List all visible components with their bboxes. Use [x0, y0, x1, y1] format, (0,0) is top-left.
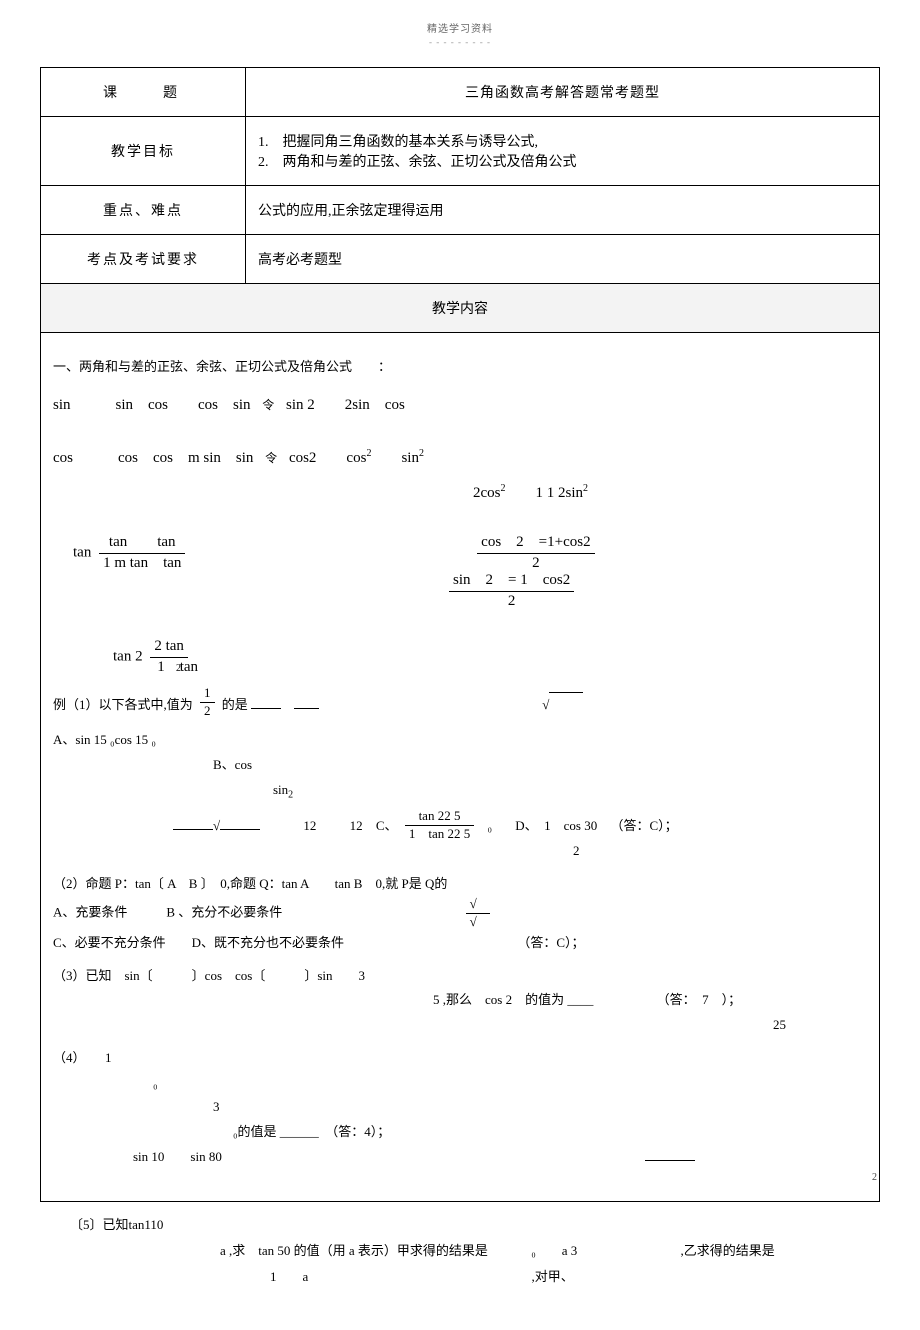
section-title: 一、两角和与差的正弦、余弦、正切公式及倍角公式 ： — [53, 355, 867, 378]
example-5-line2: a ,求 tan 50 的值（用 a 表示）甲求得的结果是 ₀ a 3 ,乙求得… — [70, 1238, 860, 1264]
topic-label: 课 题 — [41, 68, 246, 117]
cos-double: cos2 cos2 sin2 — [289, 450, 424, 466]
sin-double: sin 2 2sin cos — [286, 397, 405, 413]
answer-3: （答： 7 ）； — [657, 988, 742, 1013]
content-header: 教学内容 — [41, 284, 880, 333]
exam-text: 高考必考题型 — [246, 235, 880, 284]
tan-fraction: tan tan 1 m tan tan — [99, 533, 185, 573]
row-content-body: 一、两角和与差的正弦、余弦、正切公式及倍角公式 ： sin sin cos co… — [41, 333, 880, 1202]
row-difficulty: 重点、难点 公式的应用,正余弦定理得运用 — [41, 186, 880, 235]
answer-4: ₀的值是 ______ （答：4）； — [233, 1120, 390, 1145]
row-exam: 考点及考试要求 高考必考题型 — [41, 235, 880, 284]
goal-line1: 1. 把握同角三角函数的基本关系与诱导公式, — [258, 131, 867, 151]
row-content-header: 教学内容 — [41, 284, 880, 333]
example-5-line3: 1 a ,对甲、 — [70, 1264, 860, 1290]
page-number: 2 — [53, 1169, 877, 1187]
example-1-options: A、sin 15 ₀cos 15 ₀ B、cos sin2 √ 12 12 C、… — [53, 728, 867, 863]
example-2: （2）命题 P：tan〔 A B 〕 0,命题 Q：tan A tan B 0,… — [53, 872, 867, 956]
content-body: 一、两角和与差的正弦、余弦、正切公式及倍角公式 ： sin sin cos co… — [41, 333, 880, 1202]
formula-tan: tan tan tan 1 m tan tan cos 2 =1+cos2 2 — [73, 533, 867, 573]
sin-sum: sin sin cos cos sin — [53, 397, 251, 413]
opt-cd-line: √ 12 12 C、 tan 22 5 1 tan 22 5 ₀ D、 1 co… — [53, 808, 867, 863]
arrow-icon: 令 — [265, 451, 277, 465]
answer-1: （答：C）； — [610, 814, 677, 839]
cos-sum: cos cos cos m sin sin — [53, 450, 253, 466]
goal-line2: 2. 两角和与差的正弦、余弦、正切公式及倍角公式 — [258, 151, 867, 171]
header-dashes: - - - - - - - - - — [40, 37, 880, 47]
formula-tan2: tan 2 2 tan 1 tan2 — [113, 637, 867, 677]
example-1: 例（1）以下各式中,值为 1 2 的是 √ — [53, 685, 867, 720]
formula-sin: sin sin cos cos sin 令 sin 2 2sin cos — [53, 392, 867, 419]
diff-text: 公式的应用,正余弦定理得运用 — [246, 186, 880, 235]
half-sin: sin 2 = 1 cos2 2 — [445, 571, 867, 611]
cos-double-2: 2cos2 1 1 2sin2 — [473, 480, 867, 507]
answer-2: （答：C）； — [517, 931, 584, 956]
formula-cos: cos cos cos m sin sin 令 cos2 cos2 sin2 — [53, 445, 867, 472]
goal-label: 教学目标 — [41, 117, 246, 186]
row-goal: 教学目标 1. 把握同角三角函数的基本关系与诱导公式, 2. 两角和与差的正弦、… — [41, 117, 880, 186]
opt-b: B、cos sin2 — [213, 753, 867, 804]
diff-label: 重点、难点 — [41, 186, 246, 235]
page-root: 精选学习资料 - - - - - - - - - 课 题 三角函数高考解答题常考… — [0, 0, 920, 1330]
tan-label: tan — [73, 545, 91, 561]
arrow-icon: 令 — [262, 398, 274, 412]
tan2-fraction: 2 tan 1 tan2 — [150, 637, 188, 677]
row-topic: 课 题 三角函数高考解答题常考题型 — [41, 68, 880, 117]
lesson-table: 课 题 三角函数高考解答题常考题型 教学目标 1. 把握同角三角函数的基本关系与… — [40, 67, 880, 1202]
header-small: 精选学习资料 — [40, 20, 880, 35]
example-4: （4） 1 ₀ 3 ₀的值是 ______ （答：4）； sin 10 sin … — [53, 1046, 867, 1169]
opt-a: A、sin 15 ₀cos 15 ₀ — [53, 728, 156, 753]
goal-text: 1. 把握同角三角函数的基本关系与诱导公式, 2. 两角和与差的正弦、余弦、正切… — [246, 117, 880, 186]
below-table: 〔5〕已知tan110 a ,求 tan 50 的值（用 a 表示）甲求得的结果… — [40, 1202, 880, 1290]
example-3: （3）已知 sin〔 〕cos cos〔 〕sin 3 5 ,那么 cos 2 … — [53, 964, 867, 1038]
exam-label: 考点及考试要求 — [41, 235, 246, 284]
example-5-line1: 〔5〕已知tan110 — [70, 1212, 860, 1238]
topic-title: 三角函数高考解答题常考题型 — [246, 68, 880, 117]
tan2-label: tan 2 — [113, 649, 143, 665]
half-cos: cos 2 =1+cos2 2 — [473, 533, 598, 573]
